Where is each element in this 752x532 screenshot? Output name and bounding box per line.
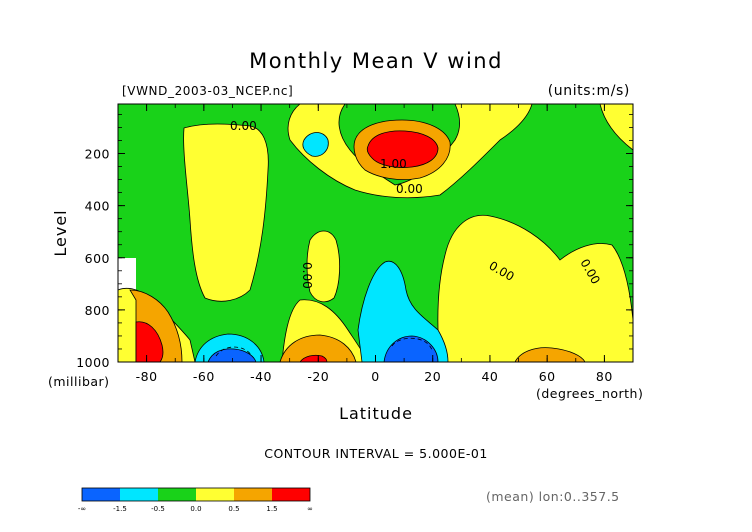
x-units-label: (degrees_north) — [536, 386, 643, 401]
x-tick-label: -60 — [193, 369, 215, 384]
contour-red-top — [366, 130, 439, 168]
y-tick-label: 200 — [85, 147, 110, 162]
contour-interval-text: CONTOUR INTERVAL = 5.000E-01 — [264, 446, 488, 461]
x-tick-label: 40 — [481, 369, 498, 384]
contour-yellow-center — [306, 230, 340, 303]
axes: -80 -60 -40 -20 0 20 40 60 80 200 400 600 800 1000 — [76, 104, 634, 384]
contour-orange-right — [514, 347, 586, 362]
contour-label: 0.00 — [396, 182, 423, 196]
mean-note: (mean) lon:0..357.5 — [486, 489, 620, 504]
y-tick-label: 1000 — [76, 355, 110, 370]
y-tick-label: 400 — [85, 199, 110, 214]
x-tick-label: -80 — [136, 369, 158, 384]
x-tick-label: 0 — [371, 369, 379, 384]
units-label: (units:m/s) — [548, 83, 630, 99]
contour-blue-left — [207, 348, 257, 362]
plot-area: 0.00 0.00 1.00 0.00 0.00 0.00 — [117, 103, 634, 363]
colorbar-label: -∞ — [78, 505, 86, 513]
contour-yellow-right — [437, 214, 633, 362]
x-tick-label: -40 — [250, 369, 272, 384]
contour-line-dashed — [391, 337, 433, 351]
contour-red-left — [135, 321, 164, 362]
contour-yellow-left-upper — [183, 123, 269, 302]
contour-yellow-right-edge — [599, 104, 633, 151]
contour-label: 0.00 — [300, 262, 314, 289]
x-tick-label: 60 — [539, 369, 556, 384]
contour-label: 0.00 — [230, 119, 257, 133]
x-tick-label: -20 — [307, 369, 329, 384]
contour-orange-mid — [279, 334, 357, 362]
colorbar-label: ∞ — [307, 505, 313, 513]
colorbar: -∞ -1.5 -0.5 0.0 0.5 1.5 ∞ — [78, 487, 313, 513]
y-axis-label: Level — [51, 209, 70, 256]
source-label: [VWND_2003-03_NCEP.nc] — [122, 84, 293, 98]
colorbar-label: -1.5 — [113, 505, 127, 513]
colorbar-label: 0.5 — [228, 505, 239, 513]
colorbar-swatch — [120, 488, 158, 501]
contour-cyan-top — [302, 132, 329, 157]
y-units-label: (millibar) — [48, 374, 110, 389]
colorbar-swatch — [196, 488, 234, 501]
x-tick-label: 20 — [424, 369, 441, 384]
colorbar-frame — [81, 487, 311, 502]
x-axis-label: Latitude — [339, 404, 413, 423]
contour-label: 1.00 — [380, 157, 407, 171]
chart-title: Monthly Mean V wind — [249, 49, 503, 73]
colorbar-label: 0.0 — [190, 505, 201, 513]
y-tick-label: 600 — [85, 251, 110, 266]
colorbar-swatch — [234, 488, 272, 501]
contour-blue-center — [383, 335, 439, 362]
x-tick-label: 80 — [596, 369, 613, 384]
colorbar-swatch — [82, 488, 120, 501]
colorbar-label: 1.5 — [266, 505, 277, 513]
contour-cyan-center — [357, 260, 449, 362]
contour-red-mid — [299, 354, 328, 362]
contour-line-dashed — [215, 346, 253, 357]
colorbar-swatch — [272, 488, 310, 501]
colorbar-swatch — [158, 488, 196, 501]
y-tick-label: 800 — [85, 303, 110, 318]
colorbar-label: -0.5 — [151, 505, 165, 513]
